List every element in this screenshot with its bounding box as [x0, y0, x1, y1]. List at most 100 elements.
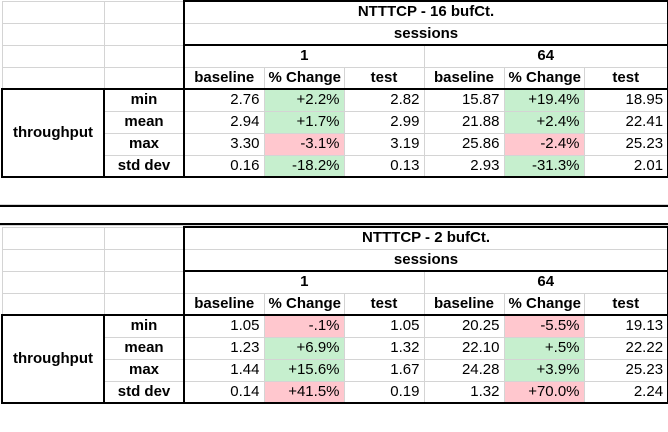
- corner-cell: [103, 66, 185, 90]
- change-cell: -18.2%: [263, 154, 345, 178]
- group-header: 1: [183, 270, 425, 294]
- row-group-label: throughput: [1, 314, 105, 404]
- table-row: std dev 0.16 -18.2% 0.13 2.93 -31.3% 2.0…: [2, 154, 668, 178]
- corner-cell: [1, 292, 105, 316]
- value-cell: 22.22: [583, 336, 668, 360]
- value-cell: 20.25: [423, 314, 505, 338]
- corner-cell: [103, 44, 185, 68]
- value-cell: 3.19: [343, 132, 425, 156]
- change-cell: +41.5%: [263, 380, 345, 404]
- corner-cell: [1, 66, 105, 90]
- change-cell: +.5%: [503, 336, 585, 360]
- results-table-2-bufct: NTTTCP - 2 bufCt. sessions 1 64 baseline…: [0, 226, 668, 432]
- value-cell: 2.82: [343, 88, 425, 112]
- value-cell: 1.67: [343, 358, 425, 382]
- value-cell: 25.86: [423, 132, 505, 156]
- table-row: mean 1.23 +6.9% 1.32 22.10 +.5% 22.22: [2, 336, 668, 360]
- change-cell: -3.1%: [263, 132, 345, 156]
- change-cell: +15.6%: [263, 358, 345, 382]
- row-label: max: [103, 358, 185, 382]
- corner-cell: [103, 292, 185, 316]
- change-cell: +2.2%: [263, 88, 345, 112]
- value-cell: 1.23: [183, 336, 265, 360]
- corner-cell: [1, 44, 105, 68]
- column-header: test: [583, 66, 668, 90]
- corner-cell: [103, 248, 185, 272]
- value-cell: 0.19: [343, 380, 425, 404]
- value-cell: 1.32: [343, 336, 425, 360]
- table-row: max 3.30 -3.1% 3.19 25.86 -2.4% 25.23: [2, 132, 668, 156]
- value-cell: 15.87: [423, 88, 505, 112]
- column-header: test: [343, 66, 425, 90]
- column-header: % Change: [503, 66, 585, 90]
- change-cell: -31.3%: [503, 154, 585, 178]
- value-cell: 1.05: [183, 314, 265, 338]
- corner-cell: [103, 22, 185, 46]
- value-cell: 19.13: [583, 314, 668, 338]
- table-row: std dev 0.14 +41.5% 0.19 1.32 +70.0% 2.2…: [2, 380, 668, 404]
- corner-cell: [1, 0, 105, 24]
- column-header: baseline: [423, 292, 505, 316]
- corner-cell: [103, 270, 185, 294]
- value-cell: 1.05: [343, 314, 425, 338]
- table-row: max 1.44 +15.6% 1.67 24.28 +3.9% 25.23: [2, 358, 668, 382]
- group-header: 64: [423, 270, 668, 294]
- table-title: NTTTCP - 16 bufCt.: [182, 0, 668, 24]
- group-header: 1: [183, 44, 425, 68]
- results-table-16-bufct: NTTTCP - 16 bufCt. sessions 1 64 baselin…: [0, 0, 668, 204]
- column-header: % Change: [503, 292, 585, 316]
- change-cell: +70.0%: [503, 380, 585, 404]
- value-cell: 25.23: [583, 358, 668, 382]
- table-row: throughput min 2.76 +2.2% 2.82 15.87 +19…: [1, 88, 668, 178]
- value-cell: 22.10: [423, 336, 505, 360]
- corner-cell: [103, 226, 185, 250]
- value-cell: 2.94: [183, 110, 265, 134]
- table-row: throughput min 1.05 -.1% 1.05 20.25 -5.5…: [1, 314, 668, 404]
- value-cell: 0.16: [183, 154, 265, 178]
- value-cell: 1.32: [423, 380, 505, 404]
- corner-cell: [1, 22, 105, 46]
- table-row: mean 2.94 +1.7% 2.99 21.88 +2.4% 22.41: [2, 110, 668, 134]
- change-cell: +2.4%: [503, 110, 585, 134]
- value-cell: 24.28: [423, 358, 505, 382]
- corner-cell: [1, 248, 105, 272]
- value-cell: 2.24: [583, 380, 668, 404]
- row-label: max: [103, 132, 185, 156]
- value-cell: 0.14: [183, 380, 265, 404]
- change-cell: +1.7%: [263, 110, 345, 134]
- row-label: mean: [103, 336, 185, 360]
- value-cell: 1.44: [183, 358, 265, 382]
- change-cell: -.1%: [263, 314, 345, 338]
- column-header: baseline: [183, 292, 265, 316]
- column-header: % Change: [263, 292, 345, 316]
- row-label: std dev: [103, 154, 185, 178]
- column-header: baseline: [183, 66, 265, 90]
- table-title: NTTTCP - 2 bufCt.: [182, 226, 668, 250]
- value-cell: 2.01: [583, 154, 668, 178]
- row-label: mean: [103, 110, 185, 134]
- divider: [0, 205, 668, 207]
- corner-cell: [103, 0, 185, 24]
- row-label: min: [103, 88, 185, 112]
- column-header: test: [583, 292, 668, 316]
- value-cell: 25.23: [583, 132, 668, 156]
- sessions-header: sessions: [182, 248, 668, 272]
- change-cell: -2.4%: [503, 132, 585, 156]
- column-header: % Change: [263, 66, 345, 90]
- section-separator: [0, 204, 668, 226]
- change-cell: +19.4%: [503, 88, 585, 112]
- corner-cell: [1, 226, 105, 250]
- value-cell: 2.76: [183, 88, 265, 112]
- change-cell: +3.9%: [503, 358, 585, 382]
- change-cell: -5.5%: [503, 314, 585, 338]
- row-label: std dev: [103, 380, 185, 404]
- value-cell: 2.99: [343, 110, 425, 134]
- group-header: 64: [423, 44, 668, 68]
- row-label: min: [103, 314, 185, 338]
- column-header: baseline: [423, 66, 505, 90]
- sessions-header: sessions: [182, 22, 668, 46]
- corner-cell: [1, 270, 105, 294]
- value-cell: 2.93: [423, 154, 505, 178]
- divider: [0, 223, 668, 225]
- value-cell: 22.41: [583, 110, 668, 134]
